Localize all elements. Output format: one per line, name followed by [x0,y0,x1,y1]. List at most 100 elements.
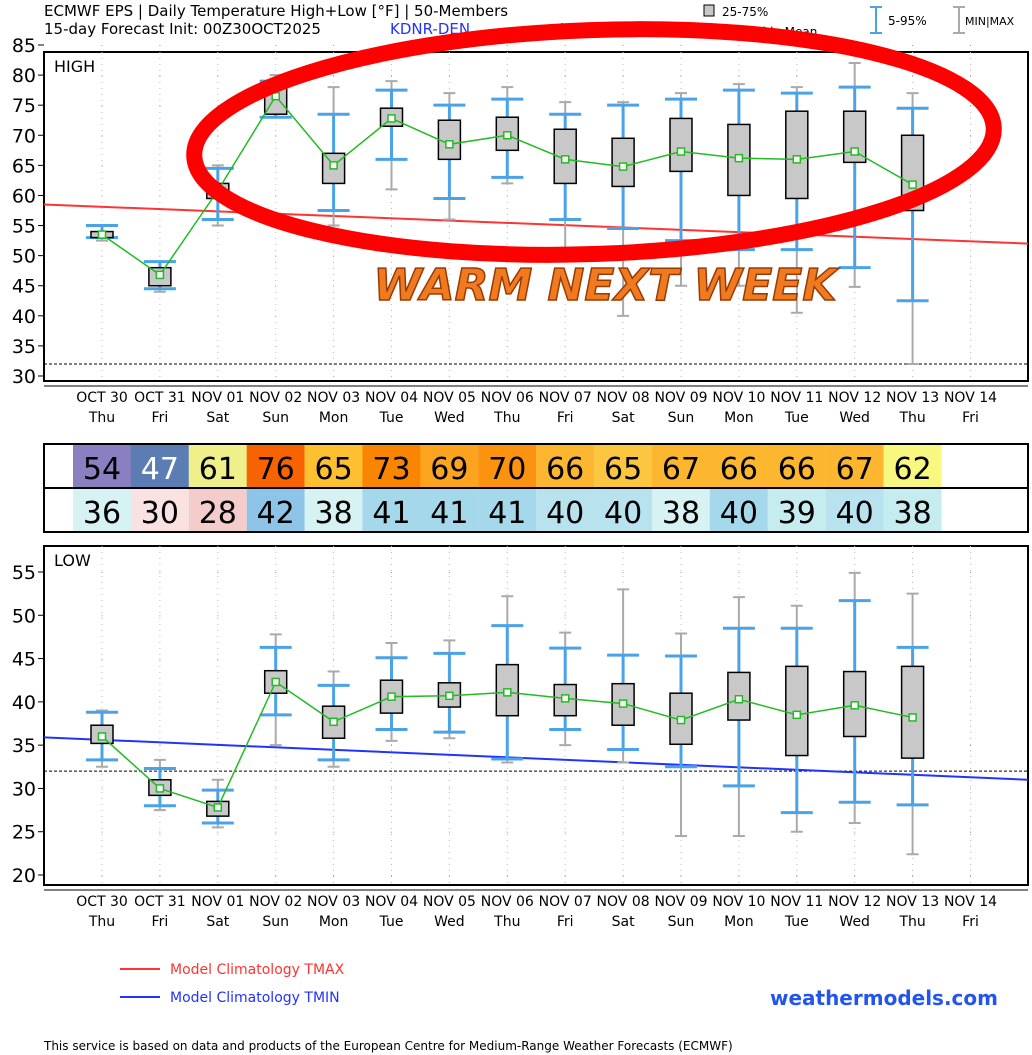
high-climatology-line [43,203,1029,245]
low-date-label: NOV 08 [597,894,650,910]
high-cell-value: 65 [315,452,353,487]
low-date-label: OCT 30 [76,894,128,910]
legend-tmin-label: Model Climatology TMIN [170,990,340,1006]
high-mean-point [676,147,686,156]
low-date-label: NOV 05 [423,894,476,910]
high-date-label: NOV 12 [828,390,881,406]
low-mean-point [734,695,744,704]
high-ytick-label: 80 [12,65,36,87]
low-cell [304,489,363,531]
low-day-label: Wed [434,914,465,930]
high-ytick-label: 85 [12,35,36,57]
low-cell [883,489,942,531]
high-day-label: Mon [319,410,349,426]
high-cell-value: 54 [83,452,121,487]
high-date-label: NOV 02 [249,390,302,406]
high-ytick-label: 30 [12,366,36,388]
high-cell [73,445,131,487]
high-iqr-box [669,117,693,173]
low-date-label: NOV 06 [481,894,534,910]
low-cell-value: 42 [257,496,295,531]
high-mean-point [329,161,338,170]
low-cell-value: 39 [778,496,816,531]
legend-minmax-label: MIN|MAX [965,15,1015,28]
low-cell [536,489,595,531]
low-mean-point [329,717,338,727]
high-cell [304,445,363,487]
low-mean-point [155,784,165,793]
high-panel-label: HIGH [54,57,95,76]
low-date-label: NOV 14 [944,894,997,910]
low-cell-value: 28 [199,496,237,531]
high-mean-point [155,270,165,280]
footer-text: This service is based on data and produc… [43,1039,733,1053]
low-ytick-label: 50 [12,605,36,627]
low-day-label: Tue [784,914,809,930]
high-date-label: OCT 30 [76,390,128,406]
low-climatology-line [43,736,1029,781]
chart-title: ECMWF EPS | Daily Temperature High+Low [… [44,2,508,20]
high-cell [767,445,826,487]
low-day-label: Fri [152,914,169,930]
low-ytick-label: 55 [12,562,36,584]
high-date-label: NOV 10 [712,390,765,406]
low-cell-value: 41 [430,496,468,531]
low-date-label: NOV 12 [828,894,881,910]
low-day-label: Fri [962,914,979,930]
low-day-label: Sun [262,914,289,930]
high-mean-point [445,140,454,149]
low-mean-point [445,691,454,701]
high-ytick-label: 40 [12,306,36,328]
low-date-label: NOV 03 [307,894,360,910]
high-day-label: Sat [612,410,635,426]
low-cell [652,489,710,531]
low-cell-value: 30 [141,496,179,531]
high-cell [536,445,595,487]
low-cell [130,489,189,531]
high-date-label: NOV 08 [597,390,650,406]
legend-minmax-icon [953,6,965,34]
high-mean-point [792,155,802,164]
low-mean-point [560,694,570,703]
legend-box-icon [703,4,715,17]
high-cell-value: 61 [199,452,237,487]
high-day-label: Wed [839,410,870,426]
low-date-label: NOV 01 [191,894,244,910]
high-cell [594,445,653,487]
high-date-label: NOV 07 [539,390,592,406]
high-cell-value: 73 [372,452,410,487]
high-date-label: NOV 05 [423,390,476,406]
high-cell-value: 47 [141,452,179,487]
low-mean-point [387,692,396,701]
low-ytick-label: 25 [12,822,36,844]
legend-5-95-icon [870,6,882,34]
low-day-label: Wed [839,914,870,930]
low-day-label: Thu [898,914,925,930]
high-day-label: Fri [557,410,574,426]
high-cell [420,445,479,487]
high-cell-value: 76 [257,452,295,487]
station-label: KDNR-DEN [390,20,470,38]
low-day-label: Sun [668,914,695,930]
low-mean-point [908,713,917,722]
chart-subtitle: 15-day Forecast Init: 00Z30OCT2025 [44,20,321,38]
low-day-label: Sat [612,914,635,930]
low-date-label: NOV 10 [712,894,765,910]
brand-label: weathermodels.com [770,986,998,1010]
high-cell-value: 67 [662,452,700,487]
high-day-label: Sat [206,410,229,426]
high-iqr-box [785,110,809,200]
legend-tmax-label: Model Climatology TMAX [170,962,345,978]
high-ytick-label: 65 [12,155,36,177]
high-mean-point [850,147,859,156]
low-mean-point [676,715,686,725]
low-day-label: Thu [88,914,115,930]
high-cell-value: 66 [546,452,584,487]
high-cell-value: 66 [778,452,816,487]
high-cell-value: 65 [604,452,642,487]
high-cell [883,445,942,487]
high-cell [362,445,421,487]
high-mean-point [503,131,512,140]
high-cell-value: 69 [430,452,468,487]
high-mean-point [560,155,570,164]
